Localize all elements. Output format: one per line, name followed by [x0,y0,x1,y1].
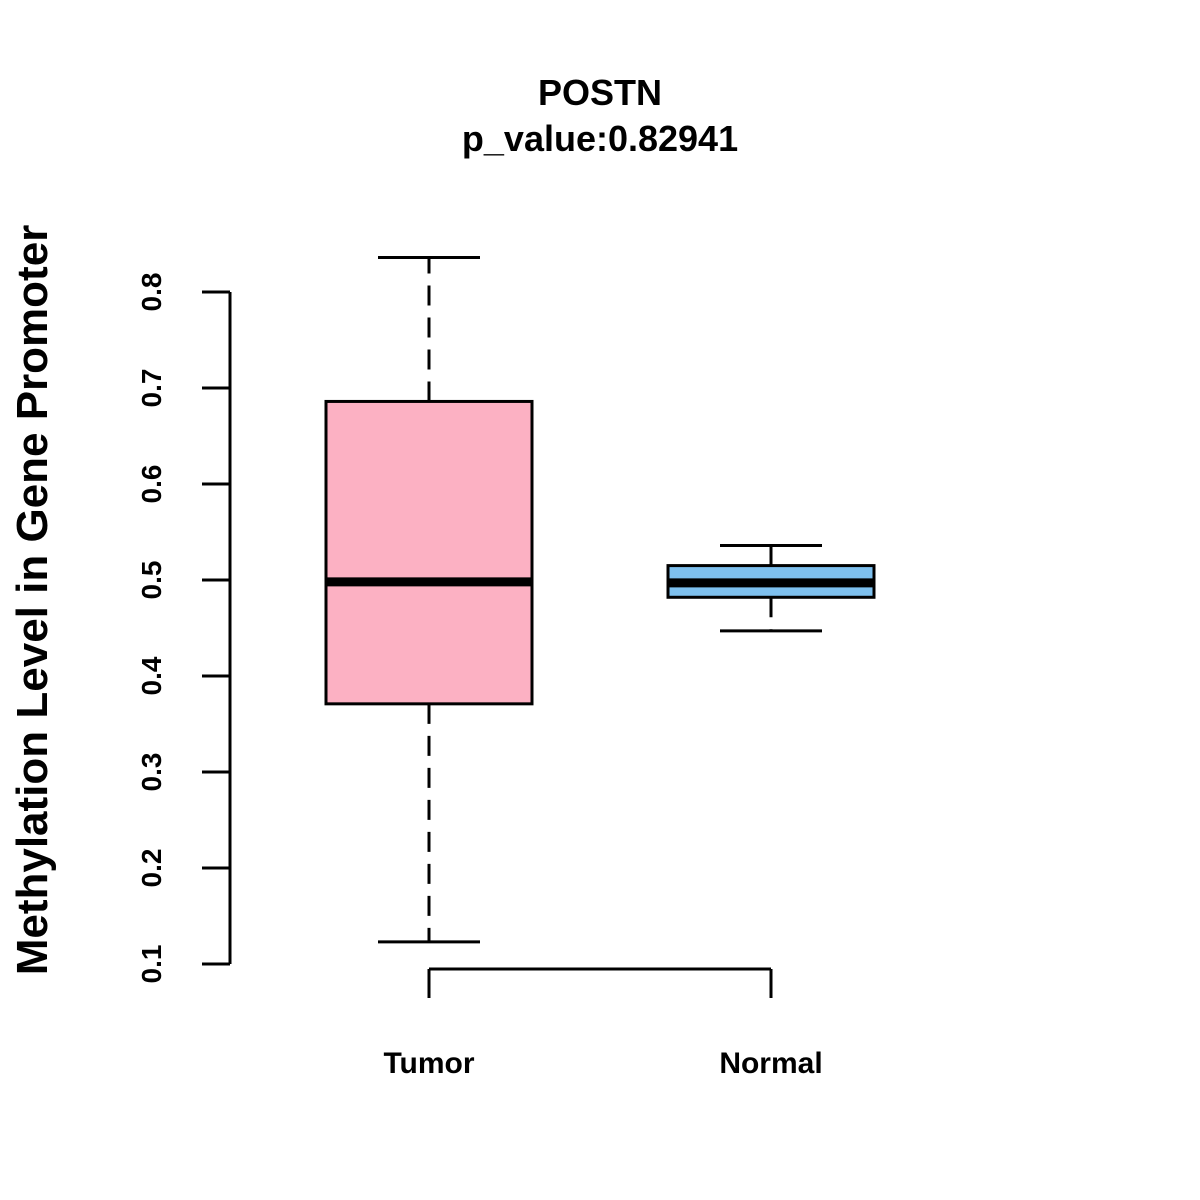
box-normal [666,543,876,633]
y-axis: 0.1 0.2 0.3 0.4 0.5 0.6 0.7 0.8 [136,273,232,984]
y-tick-label: 0.6 [136,465,167,504]
y-tick-label: 0.2 [136,849,167,888]
y-tick-label: 0.1 [136,945,167,984]
chart-title: POSTN [538,72,662,113]
y-tick-label: 0.5 [136,561,167,600]
box-body [324,399,534,706]
y-tick-label: 0.7 [136,369,167,408]
box-tumor [324,255,534,944]
y-tick-label: 0.3 [136,753,167,792]
boxes [324,255,876,944]
x-tick-label: Tumor [383,1047,474,1080]
x-tick-label: Normal [719,1047,822,1080]
y-axis-label: Methylation Level in Gene Promoter [8,225,57,976]
y-tick-label: 0.8 [136,273,167,312]
y-tick-label: 0.4 [136,656,167,695]
chart-subtitle: p_value:0.82941 [462,118,738,159]
x-axis: Tumor Normal [383,967,823,1080]
